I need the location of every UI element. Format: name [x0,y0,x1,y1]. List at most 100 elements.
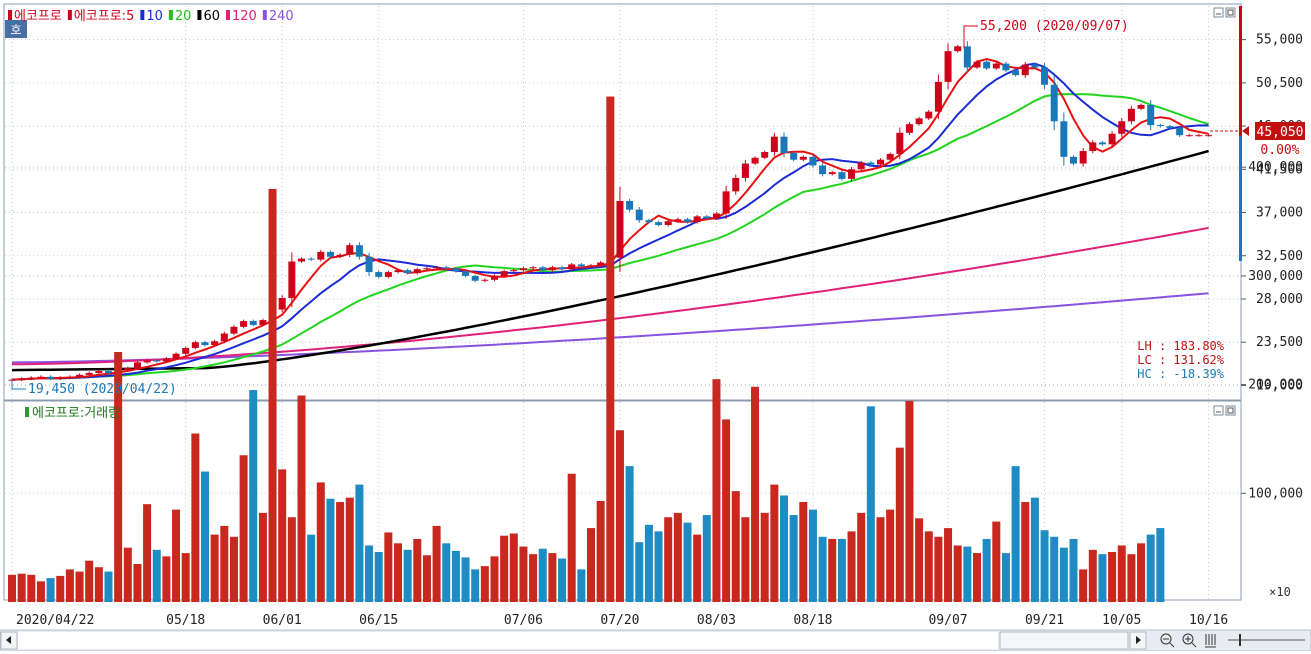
candle-body [162,358,170,362]
volume-bar [606,96,615,603]
candle [799,155,807,162]
volume-bar [905,400,914,602]
scroll-thumb[interactable] [999,631,1129,650]
volume-bar [1127,554,1136,602]
candle [1041,63,1049,90]
candle [780,132,788,158]
candle-body [722,191,730,214]
volume-bar [722,419,731,602]
volume-bar [1146,534,1155,602]
volume-bar [1079,569,1088,602]
candle-body [848,169,856,179]
candle-body [558,267,566,270]
volume-bar [287,517,296,602]
candle-body [1070,156,1077,164]
candle-body [278,298,286,310]
volume-bar [558,558,567,602]
candle [1147,99,1155,131]
candle [751,156,759,165]
volume-tick-label: 400,000 [1248,160,1303,175]
candle-body [1079,151,1087,164]
candle [1070,155,1077,166]
volume-bar [1117,545,1126,602]
price-tick-label: 23,500 [1256,335,1303,350]
candle-body [857,162,865,170]
price-panel-maximize-icon[interactable] [1225,7,1236,18]
corner-badge[interactable]: 호 [5,20,27,38]
candle [442,265,450,270]
volume-bar [17,573,26,602]
candle-body [983,61,991,69]
candle [905,121,913,135]
horizontal-scrollbar[interactable] [0,629,1311,652]
candle [1021,61,1029,78]
volume-bar [702,515,711,602]
candle [867,161,875,166]
zoom-in-icon[interactable] [1182,633,1197,648]
volume-bar [355,484,364,602]
legend-label: 20 [175,9,192,24]
volume-bar [587,528,595,602]
volume-bar [963,546,972,602]
volume-bar [780,495,788,602]
volume-bar [1011,466,1020,602]
candle-body [1050,84,1058,122]
candle-body [944,51,952,82]
low-annotation: 19,450 (2020/04/22) [11,379,177,397]
price-legend: 에코프로 에코프로:5 10 20 60 120 240 [8,9,294,24]
candle [577,262,585,268]
candle [896,127,904,160]
candle [481,278,489,283]
candle [278,295,286,313]
candle [413,267,421,275]
volume-bar [432,525,441,602]
zoom-out-icon[interactable] [1160,633,1175,648]
price-panel-minimize-icon[interactable] [1213,7,1224,18]
candle-body [249,321,257,325]
price-tick-label: 41,500 [1256,162,1303,177]
candle [925,109,933,121]
candle-body [780,136,788,153]
legend-swatch [168,10,173,20]
zoom-slider[interactable] [1228,634,1305,646]
candle-body [394,270,402,273]
candle [848,166,856,182]
candle-body [471,275,479,281]
volume-bar [104,571,113,602]
candle-body [751,157,759,164]
candle [384,270,392,279]
price-tick-label: 55,000 [1256,33,1303,48]
candle [741,159,749,182]
candle [18,377,26,382]
volume-bar [654,531,663,602]
candle-body [1127,108,1135,122]
candle [973,60,981,69]
volume-panel-minimize-icon[interactable] [1213,405,1224,416]
volume-bar [65,569,74,602]
current-price-marker: 45,050 0.00% [1210,122,1305,158]
candle [307,257,315,262]
candle-body [124,368,132,371]
volume-bar [46,578,55,602]
volume-panel-maximize-icon[interactable] [1225,405,1236,416]
volume-bar [490,556,499,602]
candle [259,318,267,327]
scroll-track[interactable] [18,632,998,649]
legend-swatch [225,10,230,20]
candle-body [355,245,363,257]
candle [838,170,846,181]
candle-body [655,222,663,226]
candle [616,186,624,272]
legend-swatch [67,10,72,20]
candle [626,198,634,212]
bar-count-icon[interactable] [1205,634,1216,648]
volume-bar [442,543,451,602]
candle [1031,63,1039,69]
x-tick-label: 2020/04/22 [16,613,94,628]
candle [664,219,672,227]
candle-body [1108,133,1116,145]
candle-body [1060,121,1068,157]
candle-body [230,326,238,334]
volume-bar [56,575,65,602]
x-tick-label: 07/06 [504,613,543,628]
